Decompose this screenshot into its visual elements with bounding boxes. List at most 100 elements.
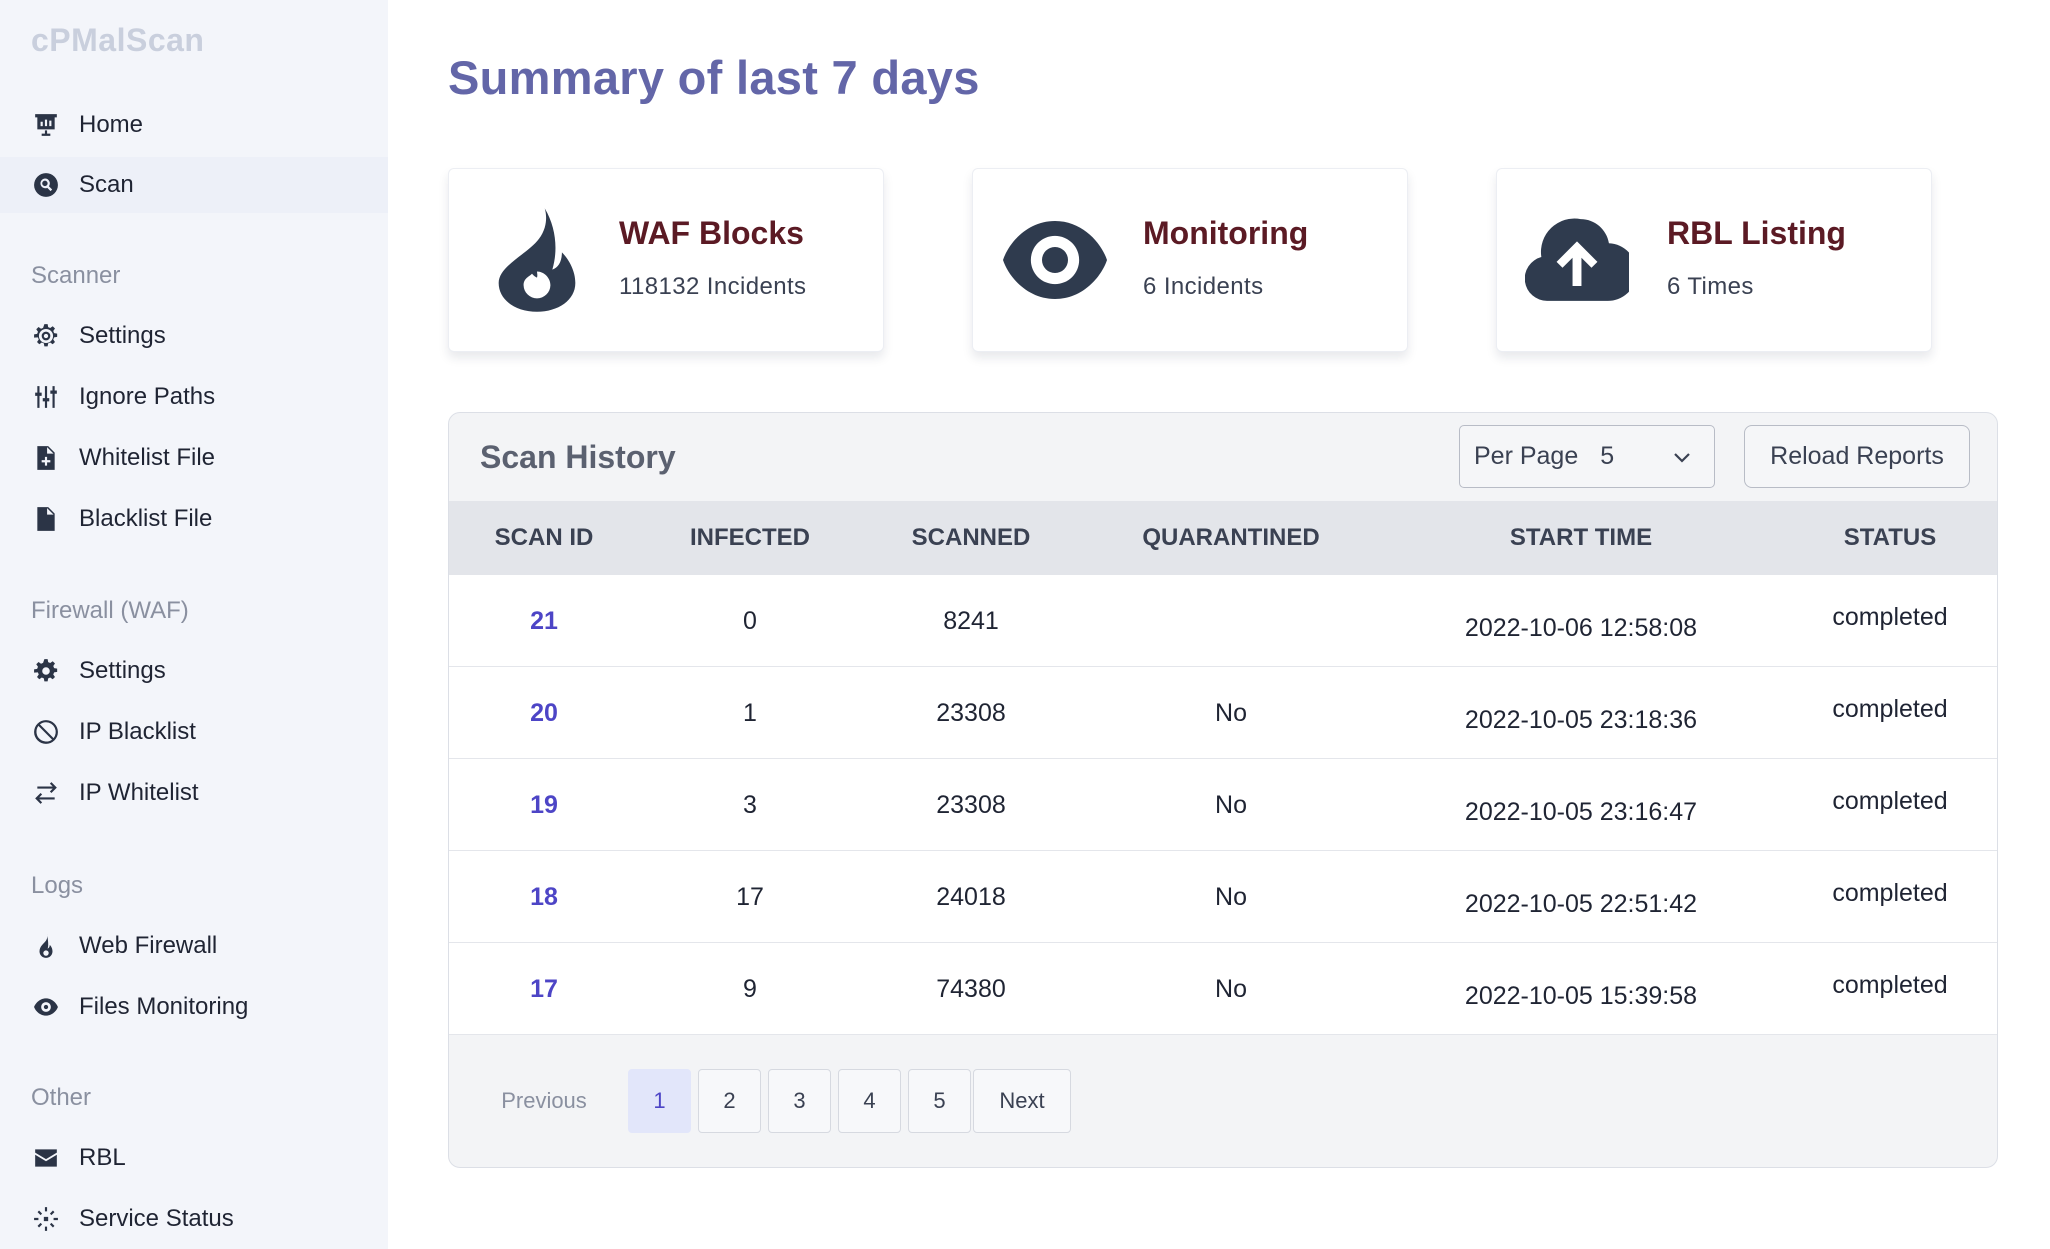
sidebar-item-scanner-settings[interactable]: Settings: [0, 308, 388, 364]
brand-logo[interactable]: cPMalScan: [31, 22, 205, 58]
sidebar-item-label: Whitelist File: [79, 444, 216, 471]
sidebar: cPMalScan Home Scan Scanner Settings Ign…: [0, 0, 388, 1249]
per-page-value: 5: [1600, 442, 1615, 470]
sidebar-item-label: RBL: [79, 1144, 126, 1171]
start-time-cell: 2022-10-05 22:51:42: [1464, 889, 1698, 918]
column-header-scan-id[interactable]: SCAN ID: [494, 524, 594, 551]
sidebar-item-ignore-paths[interactable]: Ignore Paths: [0, 369, 388, 425]
sidebar-item-waf-settings[interactable]: Settings: [0, 643, 388, 699]
pagination-page-2[interactable]: 2: [698, 1069, 761, 1133]
sidebar-item-label: Blacklist File: [79, 505, 213, 532]
card-title: Monitoring: [1143, 215, 1309, 251]
search-circle-icon: [31, 170, 61, 200]
pagination-page-4[interactable]: 4: [838, 1069, 901, 1133]
sidebar-item-files-monitoring[interactable]: Files Monitoring: [0, 979, 388, 1035]
scan-id-link[interactable]: 20: [530, 698, 558, 727]
table-row: 20 1 23308 No 2022-10-05 23:18:36 comple…: [449, 667, 1997, 759]
scanned-cell: 23308: [936, 790, 1006, 819]
gear-icon: [31, 656, 61, 686]
pagination-page-3[interactable]: 3: [768, 1069, 831, 1133]
scanned-cell: 24018: [936, 882, 1006, 911]
sidebar-item-label: Settings: [79, 322, 166, 349]
sidebar-section-other: Other: [31, 1084, 92, 1111]
card-monitoring[interactable]: Monitoring 6 Incidents: [972, 168, 1408, 352]
eye-icon: [31, 992, 61, 1022]
fire-icon: [31, 931, 61, 961]
infected-cell: 9: [743, 974, 757, 1003]
sidebar-item-label: Settings: [79, 657, 166, 684]
pagination-previous[interactable]: Previous: [501, 1088, 587, 1113]
per-page-label: Per Page: [1474, 442, 1579, 470]
sidebar-item-blacklist-file[interactable]: Blacklist File: [0, 491, 388, 547]
pagination-next[interactable]: Next: [973, 1069, 1071, 1133]
infected-cell: 1: [743, 698, 757, 727]
sidebar-item-label: Web Firewall: [79, 932, 218, 959]
scanned-cell: 74380: [936, 974, 1006, 1003]
sidebar-item-label: Files Monitoring: [79, 993, 249, 1020]
status-cell: completed: [1832, 602, 1948, 631]
arrows-exchange-icon: [31, 778, 61, 808]
sidebar-item-home[interactable]: Home: [0, 97, 388, 153]
sidebar-item-ip-blacklist[interactable]: IP Blacklist: [0, 704, 388, 760]
table-row: 19 3 23308 No 2022-10-05 23:16:47 comple…: [449, 759, 1997, 851]
ban-icon: [31, 717, 61, 747]
sidebar-item-label: IP Blacklist: [79, 718, 196, 745]
gear-outline-icon: [31, 321, 61, 351]
sidebar-section-logs: Logs: [31, 872, 84, 899]
status-cell: completed: [1832, 970, 1948, 999]
sidebar-item-ip-whitelist[interactable]: IP Whitelist: [0, 765, 388, 821]
cloud-upload-icon: [1525, 205, 1629, 315]
fire-icon: [485, 205, 589, 315]
quarantined-cell: No: [1215, 882, 1247, 911]
column-header-start-time[interactable]: START TIME: [1509, 524, 1653, 551]
table-row: 21 0 8241 2022-10-06 12:58:08 completed: [449, 575, 1997, 667]
column-header-scanned[interactable]: SCANNED: [911, 524, 1031, 551]
reload-reports-button[interactable]: Reload Reports: [1744, 425, 1970, 488]
scanned-cell: 23308: [936, 698, 1006, 727]
start-time-cell: 2022-10-05 23:16:47: [1464, 797, 1698, 826]
sliders-icon: [31, 382, 61, 412]
column-header-quarantined[interactable]: QUARANTINED: [1142, 524, 1320, 551]
scan-id-link[interactable]: 21: [530, 606, 558, 635]
eye-icon: [1003, 205, 1107, 315]
spinner-dashed-icon: [31, 1204, 61, 1234]
quarantined-cell: No: [1215, 698, 1247, 727]
panel-title: Scan History: [480, 439, 676, 475]
column-header-infected[interactable]: INFECTED: [690, 524, 810, 551]
card-title: WAF Blocks: [619, 215, 804, 251]
sidebar-item-web-firewall[interactable]: Web Firewall: [0, 918, 388, 974]
card-subtitle: 6 Incidents: [1143, 273, 1264, 300]
sidebar-item-rbl[interactable]: RBL: [0, 1130, 388, 1186]
sidebar-item-label: IP Whitelist: [79, 779, 199, 806]
sidebar-item-service-status[interactable]: Service Status: [0, 1191, 388, 1247]
card-waf-blocks[interactable]: WAF Blocks 118132 Incidents: [448, 168, 884, 352]
per-page-select[interactable]: Per Page 5: [1459, 425, 1715, 488]
card-title: RBL Listing: [1667, 215, 1846, 251]
quarantined-cell: [1081, 575, 1381, 667]
sidebar-section-firewall: Firewall (WAF): [31, 597, 189, 624]
scan-id-link[interactable]: 17: [530, 974, 558, 1003]
sidebar-item-whitelist-file[interactable]: Whitelist File: [0, 430, 388, 486]
scan-id-link[interactable]: 19: [530, 790, 558, 819]
table-row: 17 9 74380 No 2022-10-05 15:39:58 comple…: [449, 943, 1997, 1035]
sidebar-item-scan[interactable]: Scan: [0, 157, 388, 213]
chart-board-icon: [31, 110, 61, 140]
scan-id-link[interactable]: 18: [530, 882, 558, 911]
column-header-status[interactable]: STATUS: [1843, 524, 1937, 551]
table-header: SCAN ID INFECTED SCANNED QUARANTINED STA…: [449, 501, 1997, 575]
status-cell: completed: [1832, 786, 1948, 815]
file-plus-icon: [31, 443, 61, 473]
table-row: 18 17 24018 No 2022-10-05 22:51:42 compl…: [449, 851, 1997, 943]
start-time-cell: 2022-10-06 12:58:08: [1464, 613, 1698, 642]
status-cell: completed: [1832, 878, 1948, 907]
quarantined-cell: No: [1215, 974, 1247, 1003]
card-rbl-listing[interactable]: RBL Listing 6 Times: [1496, 168, 1932, 352]
file-icon: [31, 504, 61, 534]
pagination-page-1[interactable]: 1: [628, 1069, 691, 1133]
start-time-cell: 2022-10-05 15:39:58: [1464, 981, 1698, 1010]
infected-cell: 3: [743, 790, 757, 819]
chevron-down-icon: [1674, 453, 1690, 463]
pagination-page-5[interactable]: 5: [908, 1069, 971, 1133]
scan-history-panel: Scan History Per Page 5 Reload Reports S…: [448, 412, 1998, 1168]
quarantined-cell: No: [1215, 790, 1247, 819]
